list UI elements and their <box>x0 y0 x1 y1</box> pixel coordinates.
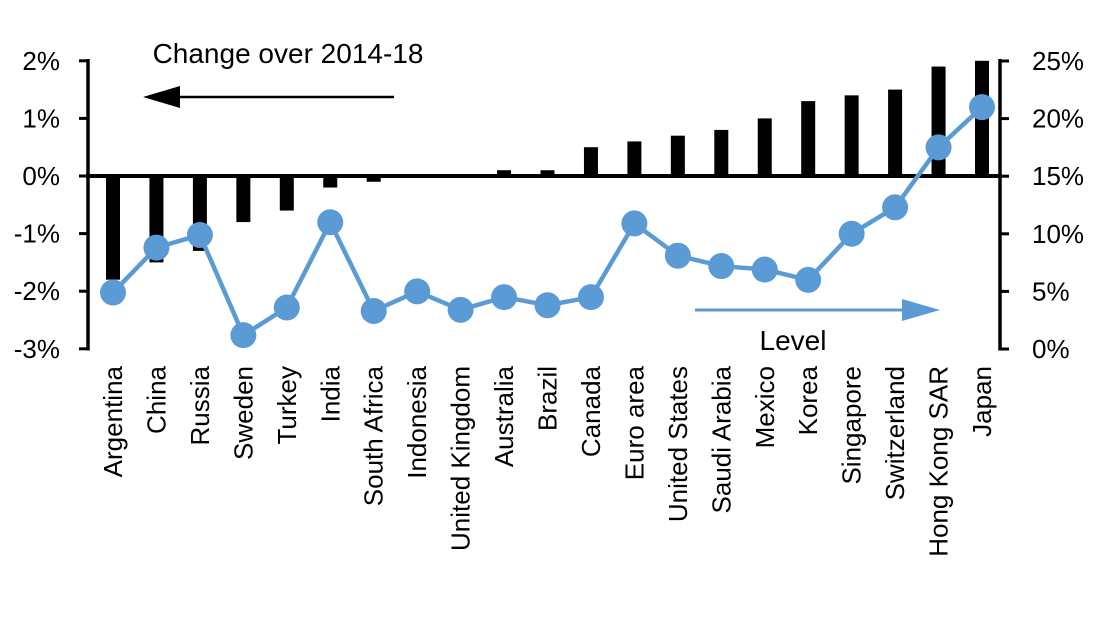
right-tick-label: 10% <box>1032 219 1084 249</box>
bar-10 <box>540 170 555 176</box>
data-point-20 <box>969 94 995 121</box>
category-label: United Kingdom <box>446 366 476 551</box>
right-tick-label: 0% <box>1032 334 1070 364</box>
bar-14 <box>714 129 729 176</box>
right-tick-label: 5% <box>1032 276 1070 306</box>
left-tick-label: -1% <box>14 219 60 249</box>
data-point-7 <box>404 278 431 305</box>
bar-4 <box>279 176 294 211</box>
data-point-16 <box>795 266 822 293</box>
data-point-15 <box>751 256 778 283</box>
category-label: Canada <box>576 365 606 457</box>
right-arrow <box>695 299 940 321</box>
category-label: India <box>315 365 345 422</box>
bar-12 <box>627 141 642 176</box>
category-label: Turkey <box>272 366 302 445</box>
category-label: Japan <box>967 366 997 437</box>
data-point-10 <box>534 292 561 319</box>
left-arrow <box>143 86 394 108</box>
bar-3 <box>236 176 251 223</box>
category-label: Euro area <box>619 365 649 480</box>
left-tick-label: 0% <box>22 161 60 191</box>
bar-16 <box>801 101 816 176</box>
left-tick-label: 1% <box>22 103 60 133</box>
right-arrow-head-icon <box>902 299 940 321</box>
left-axis-labels: 2% 1% 0% -1% -2% -3% <box>14 46 60 364</box>
bar-6 <box>366 176 381 182</box>
right-axis-labels: 25% 20% 15% 10% 5% 0% <box>1032 46 1084 364</box>
left-arrow-head-icon <box>143 86 180 108</box>
data-point-2 <box>186 221 213 248</box>
category-label: Indonesia <box>402 365 432 478</box>
bar-15 <box>757 118 772 176</box>
level-label: Level <box>760 325 827 356</box>
left-tick-label: -2% <box>14 276 60 306</box>
category-label: Brazil <box>533 366 563 431</box>
data-point-8 <box>447 296 474 323</box>
category-label: United States <box>663 366 693 522</box>
bar-18 <box>888 89 903 176</box>
data-point-11 <box>577 284 604 311</box>
bar-11 <box>583 147 598 176</box>
data-point-3 <box>230 322 257 349</box>
bar-0 <box>106 176 120 280</box>
category-label: Saudi Arabia <box>706 365 736 513</box>
category-label: Sweden <box>228 366 258 460</box>
data-point-5 <box>317 209 344 236</box>
bar-17 <box>844 95 859 176</box>
data-point-13 <box>664 242 691 269</box>
category-label: Argentina <box>98 365 128 477</box>
category-label: Korea <box>793 365 823 435</box>
data-point-14 <box>708 253 735 280</box>
data-point-0 <box>100 279 126 306</box>
category-label: China <box>141 365 171 433</box>
category-label: Singapore <box>837 366 867 485</box>
category-label: Mexico <box>750 366 780 448</box>
category-labels: Argentina China Russia Sweden Turkey India Sou… <box>98 365 997 556</box>
data-point-18 <box>882 194 909 221</box>
bar-9 <box>497 170 512 176</box>
left-tick-label: 2% <box>22 46 60 76</box>
category-label: Australia <box>489 365 519 467</box>
category-label: South Africa <box>359 365 389 506</box>
right-tick-label: 20% <box>1032 104 1084 134</box>
bar-5 <box>323 176 338 188</box>
right-tick-label: 15% <box>1032 161 1084 191</box>
category-label: Switzerland <box>880 366 910 500</box>
chart-title: Change over 2014-18 <box>153 38 424 69</box>
data-point-9 <box>491 284 518 311</box>
data-point-4 <box>273 294 300 321</box>
data-point-12 <box>621 210 648 237</box>
bars-group <box>106 60 989 280</box>
data-point-19 <box>925 134 952 161</box>
line-series <box>100 94 995 349</box>
category-label: Russia <box>185 365 215 445</box>
data-point-6 <box>360 297 387 324</box>
right-tick-label: 25% <box>1032 46 1084 76</box>
left-axis-ticks <box>79 59 88 351</box>
data-point-17 <box>838 220 865 247</box>
left-tick-label: -3% <box>14 334 60 364</box>
data-point-1 <box>143 234 170 261</box>
bar-13 <box>670 135 685 176</box>
right-axis-ticks <box>1000 59 1009 351</box>
category-label: Hong Kong SAR <box>924 366 954 557</box>
